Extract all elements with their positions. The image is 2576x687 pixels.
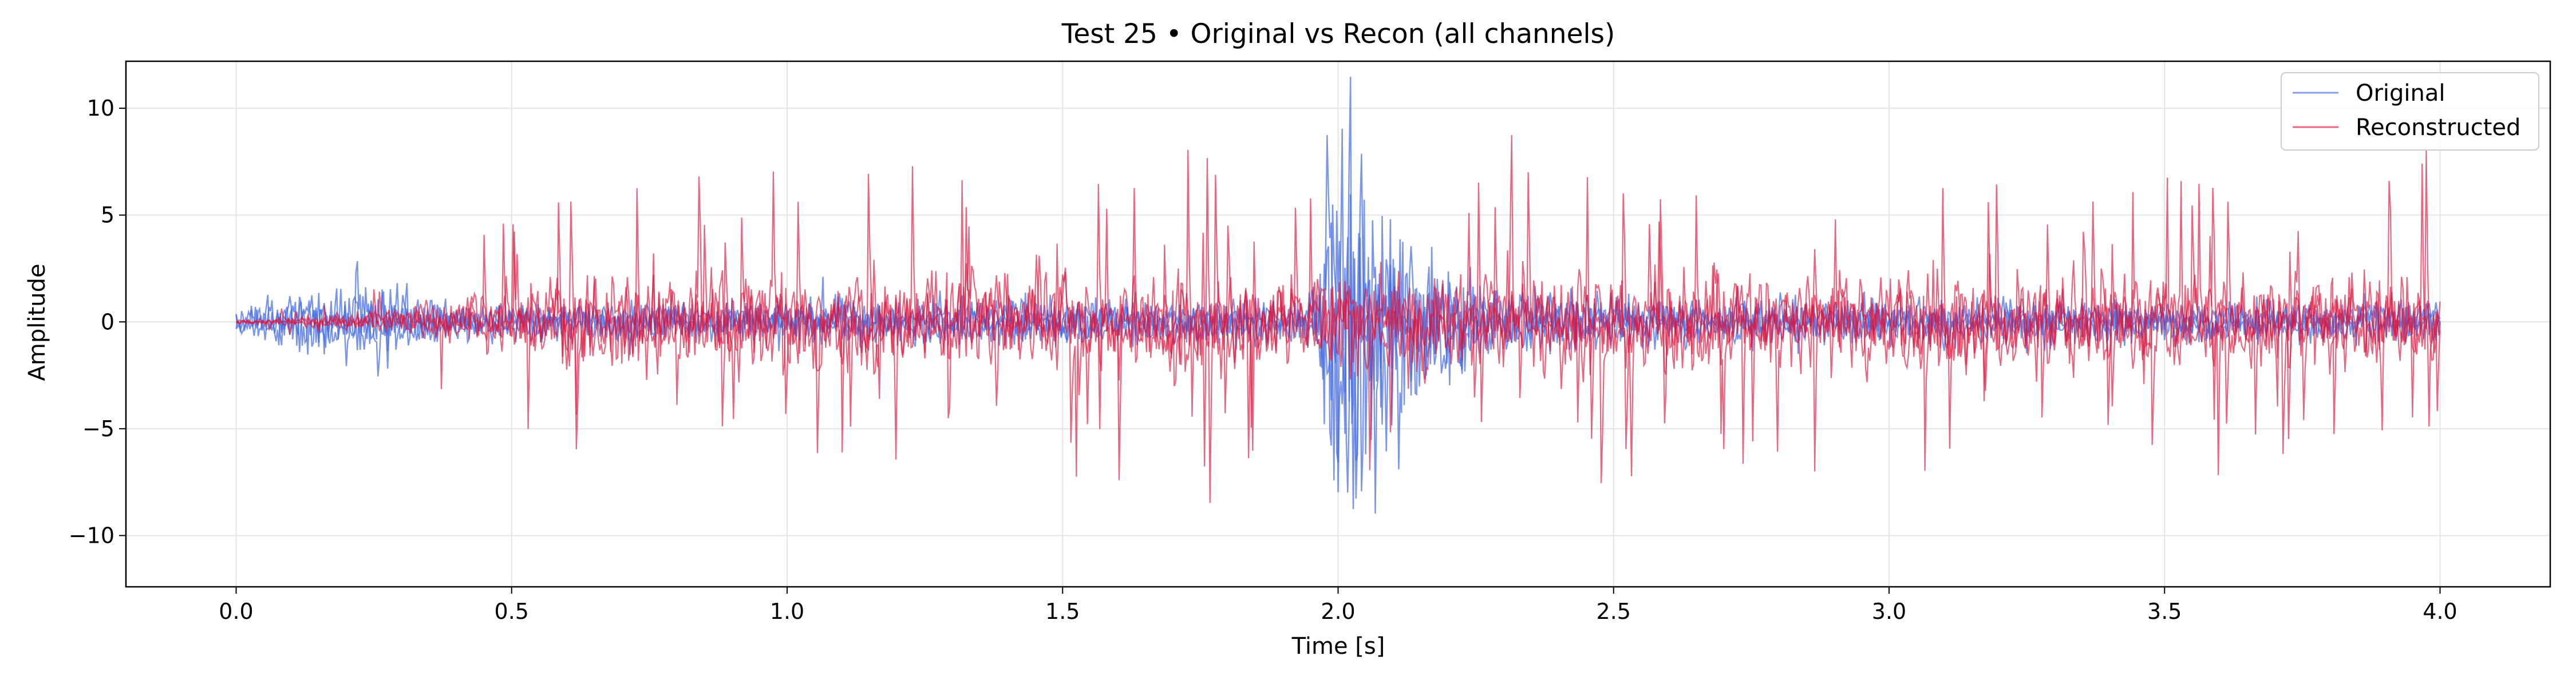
y-tick-label: −10 — [69, 523, 114, 548]
x-tick-label: 3.0 — [1872, 599, 1906, 624]
x-tick-label: 1.5 — [1045, 599, 1080, 624]
legend-label: Original — [2356, 80, 2445, 106]
x-tick-label: 2.5 — [1597, 599, 1631, 624]
legend-box — [2281, 72, 2539, 151]
y-tick-label: 10 — [87, 96, 114, 121]
x-tick-label: 2.0 — [1321, 599, 1355, 624]
x-tick-label: 1.0 — [770, 599, 804, 624]
x-tick-label: 0.5 — [495, 599, 529, 624]
x-tick-label: 4.0 — [2423, 599, 2457, 624]
x-axis: 0.0 0.5 1.0 1.5 2.0 2.5 3.0 3.5 4.0 — [219, 587, 2458, 624]
x-tick-label: 0.0 — [219, 599, 253, 624]
legend: Original Reconstructed — [2281, 72, 2539, 151]
y-tick-label: 0 — [101, 309, 114, 334]
chart-title: Test 25 • Original vs Recon (all channel… — [1061, 18, 1615, 50]
series-reconstructed-line — [236, 166, 2441, 476]
plot-area — [235, 77, 2441, 514]
y-axis-label: Amplitude — [24, 264, 50, 381]
y-axis: −10 −5 0 5 10 — [69, 96, 126, 548]
legend-label: Reconstructed — [2356, 114, 2520, 141]
x-tick-label: 3.5 — [2147, 599, 2182, 624]
series-reconstructed-line — [236, 135, 2441, 503]
x-axis-label: Time [s] — [1291, 633, 1385, 660]
y-tick-label: 5 — [101, 203, 114, 228]
y-tick-label: −5 — [82, 416, 114, 441]
